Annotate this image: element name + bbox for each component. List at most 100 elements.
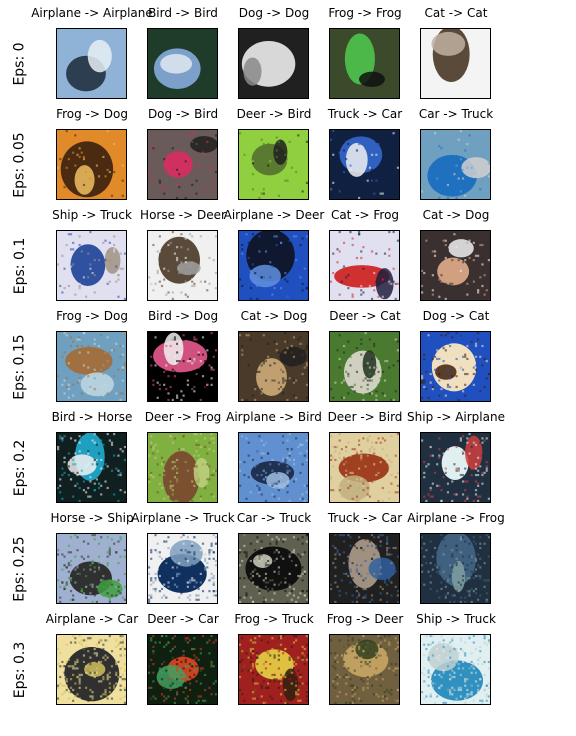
noise-pixel	[271, 673, 274, 676]
noise-pixel	[258, 489, 261, 492]
noise-pixel	[117, 274, 120, 277]
noise-pixel	[466, 497, 469, 500]
noise-pixel	[423, 680, 426, 683]
noise-pixel	[353, 130, 356, 133]
noise-pixel	[173, 656, 177, 659]
noise-pixel	[388, 553, 391, 556]
noise-pixel	[193, 282, 196, 285]
noise-pixel	[106, 581, 109, 584]
noise-pixel	[210, 549, 213, 552]
noise-pixel	[288, 656, 291, 659]
noise-pixel	[74, 663, 77, 666]
noise-pixel	[394, 564, 397, 567]
noise-pixel	[353, 544, 356, 547]
noise-pixel	[466, 381, 469, 384]
noise-pixel	[461, 678, 465, 681]
noise-pixel	[277, 643, 280, 646]
noise-pixel	[440, 499, 443, 502]
noise-pixel	[392, 132, 395, 135]
noise-pixel	[249, 650, 252, 653]
noise-pixel	[123, 362, 126, 365]
noise-pixel	[446, 592, 450, 595]
noise-pixel	[438, 295, 441, 298]
noise-pixel	[388, 577, 391, 580]
noise-pixel	[67, 362, 70, 365]
noise-pixel	[485, 579, 488, 582]
noise-pixel	[171, 635, 174, 638]
image-cell: Deer -> Bird	[219, 107, 329, 229]
noise-pixel	[466, 686, 469, 689]
noise-pixel	[364, 645, 367, 648]
noise-pixel	[197, 353, 200, 356]
noise-pixel	[214, 134, 217, 137]
noise-pixel	[461, 452, 465, 455]
noise-pixel	[379, 645, 382, 648]
noise-pixel	[273, 450, 276, 453]
noise-pixel	[158, 665, 161, 668]
noise-pixel	[72, 553, 75, 556]
noise-pixel	[113, 338, 116, 341]
noise-pixel	[461, 261, 465, 264]
noise-pixel	[193, 647, 196, 651]
noise-pixel	[184, 686, 187, 689]
noise-pixel	[214, 538, 217, 541]
noise-pixel	[360, 660, 363, 664]
noise-pixel	[104, 383, 107, 386]
noise-pixel	[292, 549, 296, 552]
noise-pixel	[241, 289, 244, 292]
noise-pixel	[113, 334, 116, 337]
noise-pixel	[477, 688, 480, 692]
noise-pixel	[353, 383, 356, 386]
noise-pixel	[330, 652, 333, 655]
noise-pixel	[63, 671, 66, 674]
noise-pixel	[282, 551, 285, 554]
noise-pixel	[212, 682, 215, 685]
noise-pixel	[466, 437, 469, 440]
noise-pixel	[461, 579, 465, 582]
noise-pixel	[102, 155, 105, 159]
noise-pixel	[464, 372, 467, 376]
noise-pixel	[364, 587, 367, 591]
noise-pixel	[74, 579, 77, 582]
noise-pixel	[292, 635, 296, 638]
noise-pixel	[275, 149, 278, 152]
noise-pixel	[260, 388, 263, 391]
noise-pixel	[436, 551, 439, 554]
noise-pixel	[449, 340, 452, 343]
noise-pixel	[305, 439, 308, 442]
noise-pixel	[394, 282, 397, 285]
noise-pixel	[158, 680, 161, 683]
noise-pixel	[260, 596, 263, 599]
noise-pixel	[444, 334, 447, 337]
noise-pixel	[470, 534, 473, 537]
noise-pixel	[85, 465, 88, 468]
noise-pixel	[381, 499, 384, 502]
prediction-title: Deer -> Bird	[327, 410, 403, 424]
noise-pixel	[264, 572, 268, 575]
noise-pixel	[61, 254, 64, 257]
noise-pixel	[362, 291, 365, 294]
noise-pixel	[464, 600, 467, 603]
noise-pixel	[97, 482, 101, 485]
noise-pixel	[338, 334, 341, 337]
noise-pixel	[347, 340, 350, 343]
noise-pixel	[97, 452, 101, 455]
noise-pixel	[396, 641, 399, 644]
noise-pixel	[148, 639, 151, 642]
noise-pixel	[102, 364, 105, 367]
noise-pixel	[355, 495, 359, 498]
noise-pixel	[375, 392, 378, 395]
noise-pixel	[271, 489, 274, 492]
noise-pixel	[123, 697, 126, 700]
noise-pixel	[186, 555, 189, 558]
noise-pixel	[167, 241, 170, 244]
noise-pixel	[102, 656, 105, 659]
noise-pixel	[355, 443, 359, 446]
noise-pixel	[464, 596, 467, 599]
noise-pixel	[182, 542, 185, 545]
noise-pixel	[386, 647, 389, 651]
noise-pixel	[82, 557, 86, 560]
noise-pixel	[249, 577, 252, 580]
noise-pixel	[451, 555, 454, 558]
noise-pixel	[271, 546, 274, 550]
